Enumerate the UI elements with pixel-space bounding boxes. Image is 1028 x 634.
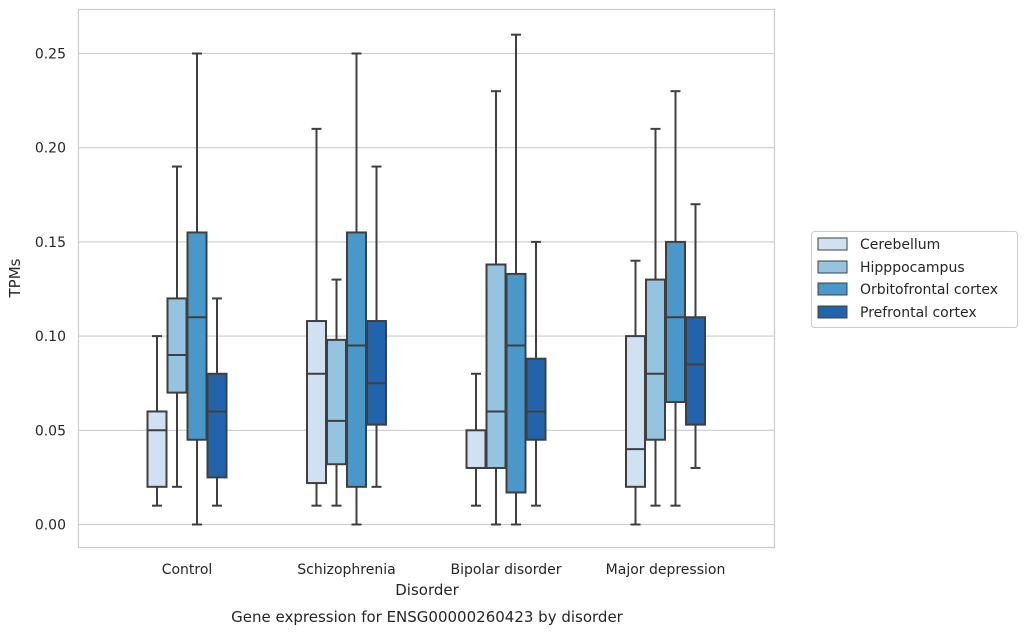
legend-label-hippocampus: Hipppocampus — [860, 260, 965, 276]
box-iqr — [146, 410, 168, 488]
legend: Cerebellum Hipppocampus Orbitofrontal co… — [811, 231, 1018, 328]
legend-label-orbitofrontal-cortex: Orbitofrontal cortex — [860, 282, 998, 298]
box-hipppocampus-control — [166, 165, 188, 488]
box-iqr — [306, 320, 327, 485]
x-tick-label: Bipolar disorder — [450, 562, 561, 578]
legend-label-prefrontal-cortex: Prefrontal cortex — [860, 305, 977, 321]
boxplot-series — [146, 33, 706, 526]
box-cerebellum-schizophrenia — [306, 127, 327, 507]
box-iqr — [505, 272, 527, 494]
box-iqr — [625, 335, 646, 488]
chart-caption: Gene expression for ENSG00000260423 by d… — [231, 608, 624, 626]
box-prefrontal-cortex-major-depression — [685, 203, 706, 469]
x-axis-ticks: Control Schizophrenia Bipolar disorder Majo… — [162, 562, 726, 578]
box-prefrontal-cortex-bipolar-disorder — [525, 240, 547, 507]
box-cerebellum-control — [146, 335, 168, 507]
y-tick-label: 0.00 — [35, 518, 66, 534]
y-tick-label: 0.05 — [35, 423, 66, 439]
box-prefrontal-cortex-control — [206, 297, 228, 507]
legend-frame — [811, 231, 1018, 328]
box-orbitofrontal-cortex-control — [186, 52, 208, 526]
box-iqr — [346, 231, 367, 488]
box-hipppocampus-schizophrenia — [326, 278, 347, 507]
box-iqr — [665, 240, 686, 404]
y-tick-label: 0.20 — [35, 141, 66, 157]
box-cerebellum-bipolar-disorder — [465, 372, 487, 507]
x-tick-label: Schizophrenia — [297, 562, 395, 578]
x-axis-label: Disorder — [395, 581, 459, 599]
y-axis-label: TPMs — [6, 258, 24, 298]
box-iqr — [525, 357, 547, 441]
plot-frame — [77, 8, 776, 549]
legend-swatch-orbitofrontal-cortex — [817, 282, 848, 296]
box-iqr — [685, 316, 706, 426]
y-axis-ticks: 0.00 0.05 0.10 0.15 0.20 0.25 — [35, 47, 66, 534]
y-tick-label: 0.10 — [35, 329, 66, 345]
box-prefrontal-cortex-schizophrenia — [366, 165, 387, 488]
legend-swatch-hippocampus — [817, 260, 848, 274]
box-orbitofrontal-cortex-schizophrenia — [346, 52, 367, 526]
legend-swatch-cerebellum — [817, 237, 848, 251]
x-tick-label: Control — [162, 562, 213, 578]
box-iqr — [645, 278, 666, 441]
x-tick-label: Major depression — [606, 562, 726, 578]
box-iqr — [166, 297, 188, 394]
legend-label-cerebellum: Cerebellum — [860, 237, 940, 253]
box-orbitofrontal-cortex-bipolar-disorder — [505, 33, 527, 526]
y-tick-label: 0.25 — [35, 47, 66, 63]
box-iqr — [186, 231, 208, 441]
box-hipppocampus-bipolar-disorder — [485, 90, 507, 526]
box-cerebellum-major-depression — [625, 259, 646, 526]
box-iqr — [465, 429, 487, 469]
legend-swatch-prefrontal-cortex — [817, 305, 848, 319]
y-tick-label: 0.15 — [35, 235, 66, 251]
box-orbitofrontal-cortex-major-depression — [665, 90, 686, 507]
box-iqr — [366, 320, 387, 426]
box-iqr — [206, 372, 228, 479]
box-iqr — [326, 338, 347, 466]
box-hipppocampus-major-depression — [645, 127, 666, 507]
box-iqr — [485, 263, 507, 469]
